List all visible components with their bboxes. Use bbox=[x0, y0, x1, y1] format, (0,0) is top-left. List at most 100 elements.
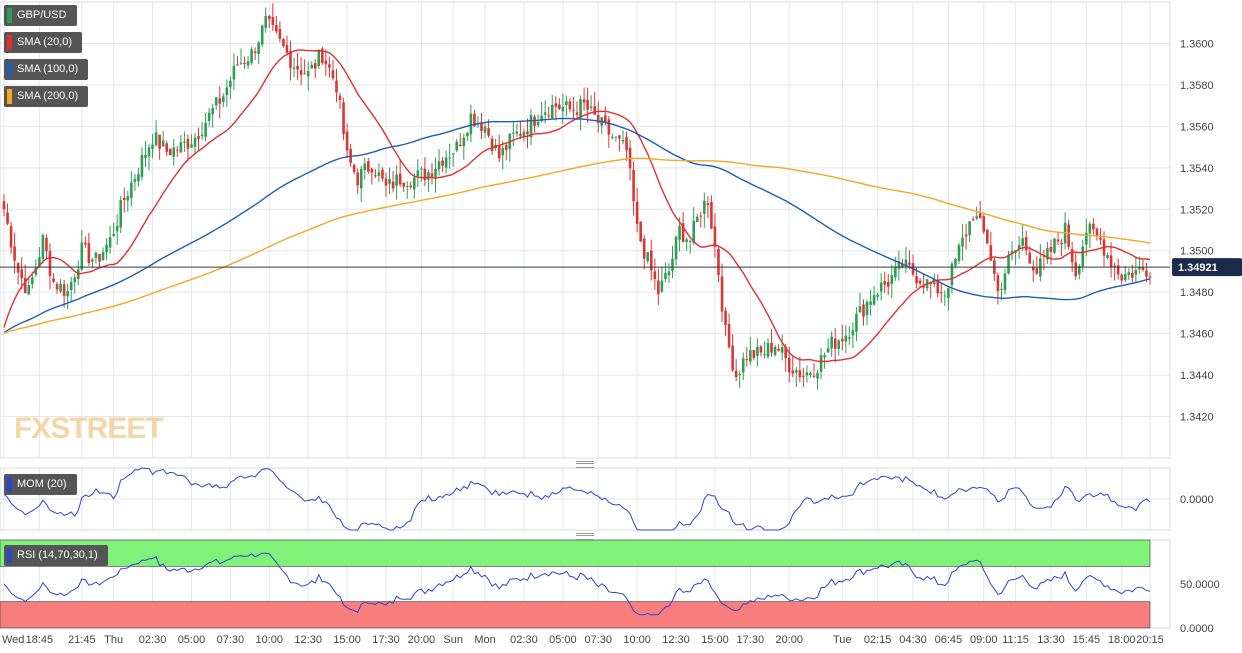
candle-body bbox=[487, 128, 490, 136]
candle-body bbox=[876, 294, 879, 297]
pane-resize-handle-mom[interactable] bbox=[576, 461, 594, 468]
candle-body bbox=[667, 271, 671, 276]
candle-body bbox=[738, 374, 742, 376]
candle-body bbox=[154, 132, 158, 146]
candle-body bbox=[211, 108, 214, 115]
candle-body bbox=[409, 185, 413, 188]
legend-mom[interactable]: MOM (20) bbox=[4, 474, 77, 495]
candle-body bbox=[830, 336, 833, 349]
price-tick-label: 1.3560 bbox=[1180, 121, 1214, 133]
price-tick-label: 1.3500 bbox=[1180, 246, 1214, 258]
candle-body bbox=[126, 196, 130, 201]
candle-body bbox=[38, 257, 41, 267]
candle-body bbox=[338, 95, 342, 100]
candle-body bbox=[961, 237, 964, 247]
candle-body bbox=[328, 64, 331, 68]
candle-body bbox=[232, 65, 236, 80]
sma-20-label: SMA (20,0) bbox=[17, 36, 73, 48]
candle-body bbox=[80, 242, 84, 270]
candle-body bbox=[303, 73, 306, 75]
candle-body bbox=[603, 115, 607, 123]
candle-body bbox=[522, 131, 526, 137]
candle-body bbox=[1056, 239, 1060, 242]
time-tick-label: Sun bbox=[443, 634, 463, 646]
candle-body bbox=[278, 29, 282, 39]
candle-body bbox=[168, 148, 172, 156]
candle-body bbox=[968, 221, 971, 236]
rsi-oversold-band bbox=[0, 601, 1151, 629]
candle-body bbox=[275, 25, 278, 32]
candle-body bbox=[490, 138, 494, 152]
candle-body bbox=[13, 246, 16, 261]
candle-body bbox=[16, 262, 20, 273]
time-tick-label: 02:30 bbox=[139, 634, 167, 646]
rsi-line bbox=[3, 552, 1151, 616]
candle-body bbox=[137, 174, 140, 182]
time-tick-label: 07:30 bbox=[584, 634, 612, 646]
candle-body bbox=[749, 349, 752, 362]
candle-body bbox=[533, 116, 536, 126]
candle-body bbox=[395, 174, 398, 186]
candle-body bbox=[317, 50, 321, 66]
candle-body bbox=[540, 115, 543, 122]
candle-body bbox=[391, 181, 395, 189]
candle-body bbox=[388, 179, 391, 184]
price-tick-label: 1.3580 bbox=[1180, 80, 1214, 92]
time-tick-label: 18:00 bbox=[1108, 634, 1136, 646]
candle-body bbox=[296, 65, 299, 70]
candle-body bbox=[1067, 224, 1070, 247]
time-tick-label: 20:15 bbox=[1136, 634, 1164, 646]
pane-resize-handle-rsi[interactable] bbox=[576, 533, 594, 540]
sma-line-200 bbox=[3, 157, 1151, 334]
candle-body bbox=[122, 197, 126, 200]
candle-body bbox=[412, 177, 416, 190]
candle-body bbox=[133, 178, 137, 182]
time-tick-label: 11:15 bbox=[1002, 634, 1029, 646]
candle-body bbox=[384, 178, 388, 186]
candle-body bbox=[45, 237, 48, 252]
candle-body bbox=[483, 126, 487, 133]
candle-body bbox=[646, 252, 650, 262]
candle-body bbox=[455, 141, 459, 151]
legend-sma-100[interactable]: SMA (100,0) bbox=[4, 59, 89, 80]
candle-body bbox=[1024, 237, 1028, 251]
candle-body bbox=[787, 357, 791, 373]
candle-body bbox=[87, 242, 91, 263]
candle-body bbox=[367, 161, 370, 172]
candle-body bbox=[1017, 245, 1021, 250]
legend-rsi[interactable]: RSI (14,70,30,1) bbox=[4, 545, 108, 566]
candle-body bbox=[1095, 228, 1099, 236]
candle-body bbox=[579, 99, 582, 118]
candle-body bbox=[671, 258, 674, 272]
candle-body bbox=[250, 49, 253, 63]
candle-body bbox=[763, 353, 766, 355]
candle-body bbox=[1088, 223, 1092, 234]
candle-body bbox=[575, 112, 579, 115]
price-tick-label: 1.3480 bbox=[1180, 287, 1214, 299]
candle-body bbox=[978, 213, 982, 219]
candle-body bbox=[954, 258, 957, 266]
candle-body bbox=[94, 252, 98, 258]
candle-body bbox=[324, 60, 328, 65]
candle-body bbox=[1081, 246, 1085, 267]
price-tick-label: 1.3440 bbox=[1180, 370, 1214, 382]
candle-body bbox=[710, 202, 713, 229]
candle-body bbox=[321, 48, 324, 64]
candle-body bbox=[777, 348, 780, 351]
legend-sma-200[interactable]: SMA (200,0) bbox=[4, 86, 89, 107]
candle-body bbox=[101, 252, 105, 261]
symbol-label[interactable]: GBP/USD bbox=[4, 5, 77, 26]
symbol-swatch bbox=[7, 8, 12, 23]
candle-body bbox=[989, 245, 993, 261]
candle-body bbox=[632, 169, 635, 202]
legend-sma-20[interactable]: SMA (20,0) bbox=[4, 32, 83, 53]
price-pane bbox=[0, 1, 1171, 459]
candle-body bbox=[306, 71, 310, 77]
candle-body bbox=[794, 370, 798, 373]
candle-body bbox=[805, 372, 809, 376]
last-price-value: 1.34921 bbox=[1178, 262, 1218, 274]
candle-body bbox=[529, 115, 533, 138]
candle-body bbox=[1003, 273, 1007, 291]
candle-body bbox=[713, 226, 717, 247]
